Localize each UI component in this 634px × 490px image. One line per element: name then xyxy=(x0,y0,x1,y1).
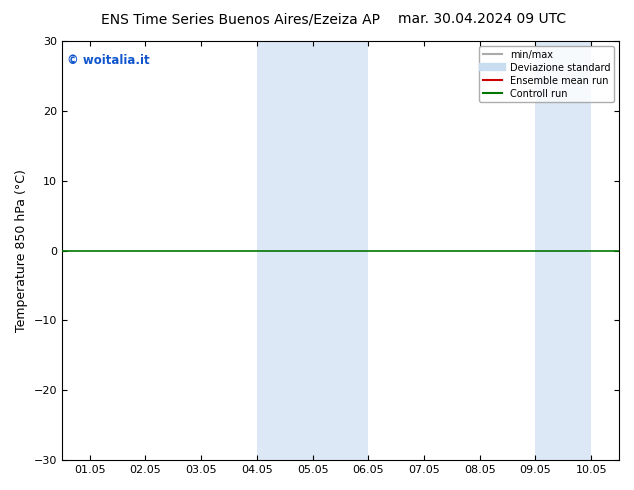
Text: ENS Time Series Buenos Aires/Ezeiza AP: ENS Time Series Buenos Aires/Ezeiza AP xyxy=(101,12,380,26)
Y-axis label: Temperature 850 hPa (°C): Temperature 850 hPa (°C) xyxy=(15,169,28,332)
Text: mar. 30.04.2024 09 UTC: mar. 30.04.2024 09 UTC xyxy=(398,12,566,26)
Text: © woitalia.it: © woitalia.it xyxy=(67,53,150,67)
Bar xyxy=(257,41,368,460)
Legend: min/max, Deviazione standard, Ensemble mean run, Controll run: min/max, Deviazione standard, Ensemble m… xyxy=(479,46,614,102)
Bar xyxy=(536,41,591,460)
